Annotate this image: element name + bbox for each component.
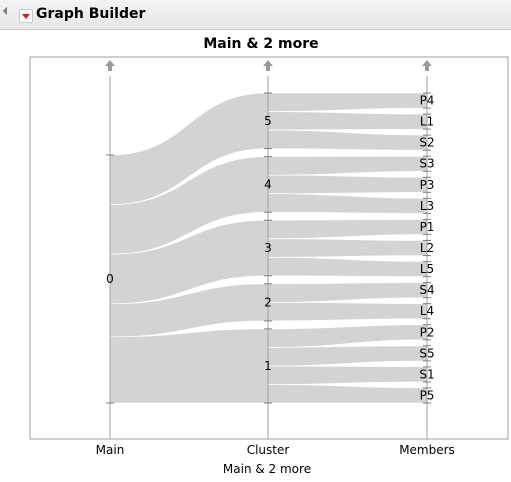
main-level-label: 0 bbox=[106, 272, 114, 286]
cluster-level-label: 1 bbox=[264, 359, 272, 373]
member-level-label: P4 bbox=[420, 94, 435, 108]
category-axes bbox=[106, 76, 431, 439]
member-level-label: S5 bbox=[419, 346, 434, 360]
drop-zone-arrows bbox=[105, 60, 432, 71]
outline-header: Graph Builder bbox=[0, 0, 511, 30]
flow-band-cluster-member-S1 bbox=[267, 365, 428, 385]
outline-title: Graph Builder bbox=[36, 6, 146, 22]
x-axis-label-members: Members bbox=[399, 443, 455, 457]
member-level-label: S4 bbox=[419, 283, 434, 297]
member-level-label: L1 bbox=[420, 115, 434, 129]
flow-band-cluster-member-L2 bbox=[267, 238, 428, 258]
x-axis-title: Main & 2 more bbox=[223, 462, 311, 476]
red-menu-triangle-icon[interactable] bbox=[19, 9, 33, 23]
member-level-label: S3 bbox=[419, 157, 434, 171]
flow-bands bbox=[109, 92, 428, 404]
member-level-label: L3 bbox=[420, 199, 434, 213]
flow-band-cluster-member-P3 bbox=[267, 174, 428, 194]
up-arrow-icon bbox=[422, 60, 432, 71]
flow-band-cluster-member-L1 bbox=[267, 111, 428, 131]
cluster-level-label: 3 bbox=[264, 241, 272, 255]
graph-builder-chart: Main & 2 more 0 5 4 3 2 1 P4 L1 S2 S3 P3 L3 P1 L2 L5 S4… bbox=[29, 36, 509, 476]
member-level-label: S2 bbox=[419, 136, 434, 150]
cluster-level-label: 5 bbox=[264, 114, 272, 128]
level-labels: 0 5 4 3 2 1 P4 L1 S2 S3 P3 L3 P1 L2 L5 S4 L4 P2 S5 S1 P5 bbox=[106, 94, 434, 403]
member-level-label: P5 bbox=[420, 388, 435, 402]
x-axis-label-cluster: Cluster bbox=[247, 443, 290, 457]
member-level-label: L5 bbox=[420, 262, 434, 276]
member-level-label: S1 bbox=[419, 367, 434, 381]
disclosure-triangle-icon[interactable] bbox=[2, 6, 12, 16]
member-level-label: L4 bbox=[420, 304, 434, 318]
x-axis-labels: Main Cluster Members bbox=[96, 443, 455, 457]
member-level-label: P3 bbox=[420, 178, 435, 192]
flow-band-cluster-member-L4 bbox=[267, 302, 428, 322]
up-arrow-icon bbox=[263, 60, 273, 71]
chart-title: Main & 2 more bbox=[203, 36, 318, 52]
cluster-level-label: 4 bbox=[264, 177, 272, 191]
up-arrow-icon bbox=[105, 60, 115, 71]
x-axis-label-main: Main bbox=[96, 443, 125, 457]
member-level-label: P1 bbox=[420, 220, 435, 234]
flow-band-main-cluster-1 bbox=[109, 328, 269, 404]
member-level-label: P2 bbox=[420, 325, 435, 339]
member-level-label: L2 bbox=[420, 241, 434, 255]
cluster-level-label: 2 bbox=[264, 295, 272, 309]
